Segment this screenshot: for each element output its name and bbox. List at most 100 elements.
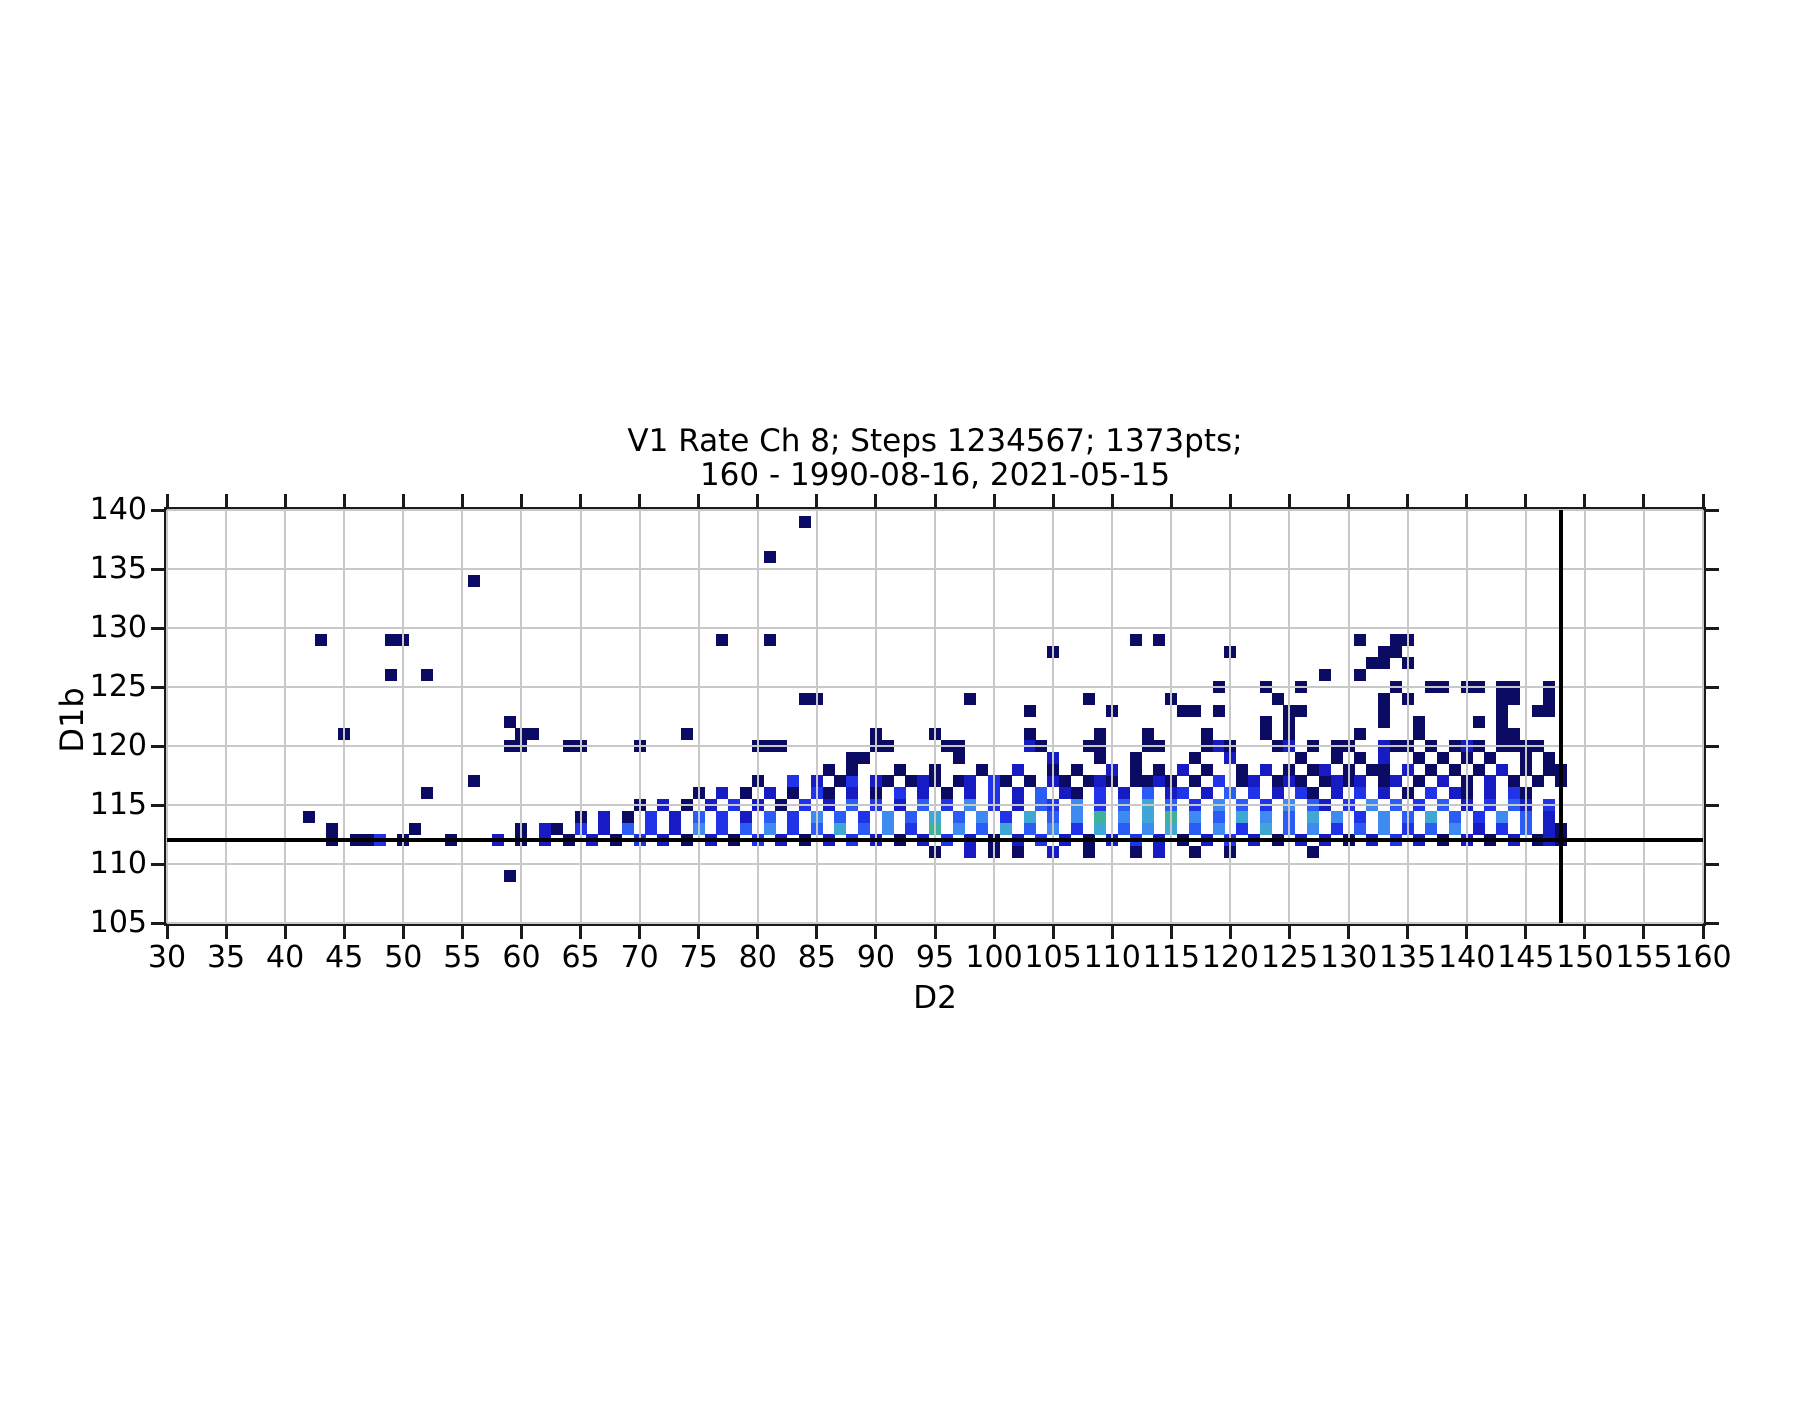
x-gridline [1465, 510, 1468, 923]
heatmap-cell [1094, 751, 1107, 764]
heatmap-cell [1507, 787, 1520, 800]
x-gridline [697, 510, 700, 923]
x-tick-bottom [165, 926, 169, 939]
heatmap-cell [1543, 763, 1556, 776]
x-tick-bottom [1406, 926, 1410, 939]
heatmap-cell [1354, 822, 1367, 835]
y-gridline [167, 922, 1703, 924]
heatmap-cell [1543, 704, 1556, 717]
heatmap-cell [964, 775, 977, 788]
heatmap-cell [1377, 763, 1390, 776]
y-tick-left [151, 685, 164, 689]
x-tick-label: 115 [1142, 940, 1200, 975]
heatmap-cell [846, 751, 859, 764]
heatmap-cell [1507, 775, 1520, 788]
heatmap-cell [739, 810, 752, 823]
heatmap-cell [1318, 763, 1331, 776]
heatmap-cell [1141, 775, 1154, 788]
heatmap-cell [940, 787, 953, 800]
heatmap-cell [1094, 822, 1107, 835]
heatmap-cell [1248, 775, 1260, 788]
heatmap-cell [1212, 810, 1225, 823]
x-gridline [1229, 510, 1232, 923]
heatmap-cell [1354, 633, 1367, 646]
x-gridline [1702, 510, 1704, 923]
x-tick-bottom [224, 926, 228, 939]
heatmap-cell [1543, 822, 1556, 835]
heatmap-cell [858, 751, 871, 764]
x-gridline [815, 510, 818, 923]
heatmap-cell [326, 822, 339, 835]
x-tick-top [1701, 494, 1705, 507]
heatmap-cell [1377, 692, 1390, 705]
y-gridline [167, 745, 1703, 747]
heatmap-cell [680, 728, 693, 741]
x-tick-bottom [638, 926, 642, 939]
heatmap-cell [645, 822, 658, 835]
heatmap-cell [1259, 716, 1272, 729]
x-tick-label: 135 [1378, 940, 1437, 975]
heatmap-cell [1437, 775, 1450, 788]
heatmap-cell [420, 787, 433, 800]
y-tick-right [1706, 744, 1719, 748]
x-tick-top [874, 494, 878, 507]
heatmap-cell [1212, 775, 1225, 788]
x-tick-bottom [1110, 926, 1114, 939]
heatmap-cell [1188, 822, 1201, 835]
x-tick-label: 150 [1556, 940, 1614, 975]
heatmap-cell [1070, 787, 1083, 800]
heatmap-cell [385, 633, 398, 646]
heatmap-cell [952, 751, 965, 764]
x-gridline [520, 510, 523, 923]
heatmap-cell [763, 822, 776, 835]
x-tick-label: 45 [325, 940, 364, 975]
heatmap-cell [1496, 822, 1509, 835]
heatmap-cell [1354, 751, 1367, 764]
x-tick-label: 130 [1319, 940, 1378, 975]
x-tick-label: 85 [797, 940, 836, 975]
x-tick-bottom [519, 926, 523, 939]
heatmap-cell [834, 822, 847, 835]
x-gridline [1347, 510, 1350, 923]
heatmap-cell [1377, 751, 1390, 764]
heatmap-cell [893, 763, 906, 776]
x-tick-label: 120 [1201, 940, 1259, 975]
x-gridline [402, 510, 405, 923]
heatmap-cell [1023, 775, 1036, 788]
heatmap-cell [385, 669, 398, 682]
heatmap-cell [858, 810, 871, 823]
heatmap-cell [1094, 728, 1107, 741]
x-tick-bottom [1347, 926, 1351, 939]
heatmap-cell [739, 822, 752, 835]
heatmap-cell [1413, 728, 1426, 741]
heatmap-cell [976, 810, 989, 823]
heatmap-cell [1377, 810, 1390, 823]
heatmap-cell [716, 633, 729, 646]
x-gridline [166, 510, 168, 923]
heatmap-cell [1153, 846, 1166, 859]
heatmap-cell [1141, 810, 1154, 823]
heatmap-cell [1094, 775, 1107, 788]
heatmap-cell [893, 787, 906, 800]
x-tick-top [1169, 494, 1173, 507]
x-gridline [1052, 510, 1055, 923]
x-tick-label: 65 [561, 940, 600, 975]
heatmap-cell [1058, 775, 1071, 788]
heatmap-cell [964, 692, 977, 705]
heatmap-cell [1259, 810, 1272, 823]
x-gridline [284, 510, 287, 923]
x-gridline [1642, 510, 1645, 923]
heatmap-cell [420, 669, 433, 682]
heatmap-cell [1507, 728, 1520, 741]
heatmap-cell [1354, 787, 1367, 800]
y-tick-label: 105 [89, 905, 147, 940]
x-tick-label: 100 [965, 940, 1023, 975]
heatmap-cell [881, 775, 894, 788]
heatmap-cell [1425, 810, 1438, 823]
x-gridline [343, 510, 346, 923]
y-gridline [167, 863, 1703, 865]
heatmap-cell [1354, 669, 1367, 682]
heatmap-cell [645, 810, 658, 823]
x-tick-bottom [1169, 926, 1173, 939]
